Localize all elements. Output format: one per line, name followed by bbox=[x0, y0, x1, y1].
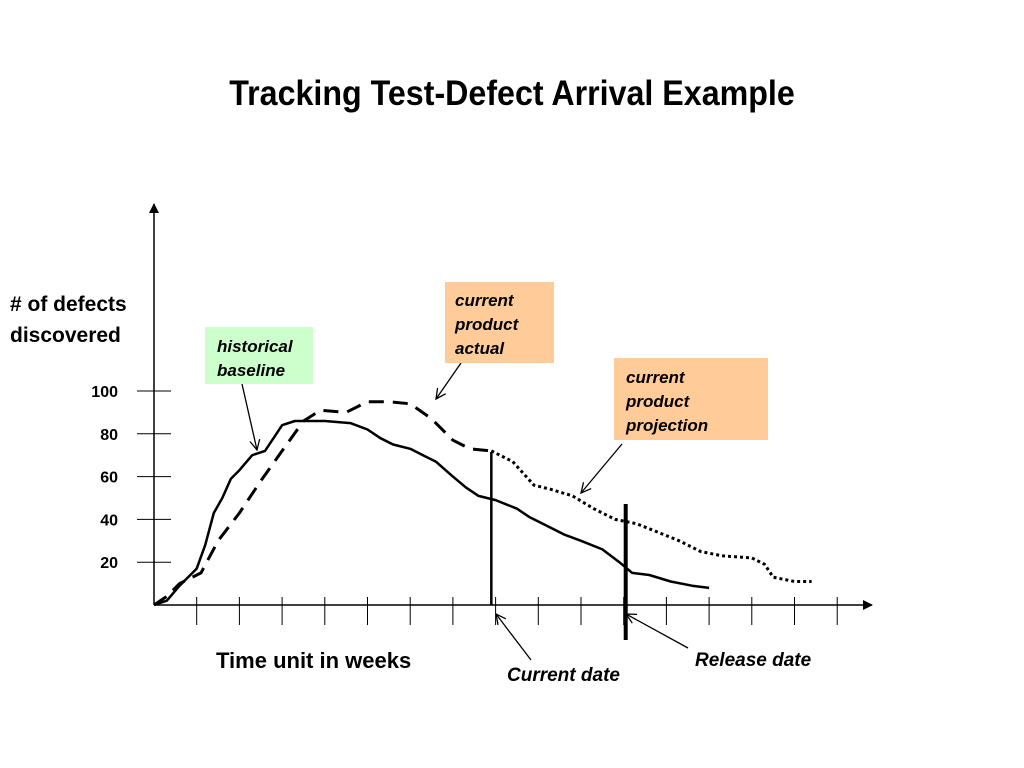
y-tick-label: 100 bbox=[91, 384, 118, 401]
current-date-pointer bbox=[496, 614, 532, 661]
series-current-product-projection bbox=[490, 449, 812, 583]
series-current-product-actual bbox=[153, 400, 492, 607]
historical-baseline-callout: historical baseline bbox=[205, 327, 313, 384]
y-tick-label: 40 bbox=[100, 512, 118, 529]
series-historical-baseline bbox=[153, 419, 710, 607]
current-date-label: Current date bbox=[507, 665, 620, 686]
release-date-pointer bbox=[626, 614, 689, 649]
y-tick-label: 80 bbox=[100, 427, 118, 444]
y-tick-label: 60 bbox=[100, 470, 118, 487]
x-axis-label: Time unit in weeks bbox=[216, 648, 412, 673]
historical-baseline-pointer bbox=[241, 383, 257, 450]
chart-title: Tracking Test-Defect Arrival Example bbox=[229, 74, 795, 113]
current-product-projection-pointer bbox=[581, 443, 623, 493]
y-tick-label: 20 bbox=[100, 555, 118, 572]
release-date-label: Release date bbox=[695, 650, 812, 671]
current-product-actual-callout: current product actual bbox=[445, 282, 554, 363]
current-product-projection-callout: current product projection bbox=[614, 358, 768, 440]
current-product-actual-pointer bbox=[436, 362, 462, 399]
y-axis-label: # of defects discovered bbox=[10, 293, 127, 347]
